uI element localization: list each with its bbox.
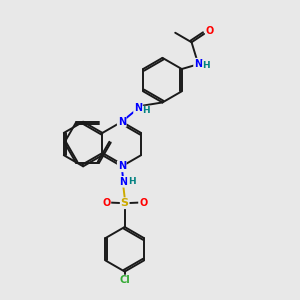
Text: N: N <box>118 117 126 127</box>
Text: N: N <box>194 59 202 69</box>
Text: H: H <box>128 177 135 186</box>
Text: S: S <box>121 198 129 208</box>
Text: Cl: Cl <box>119 275 130 286</box>
Text: N: N <box>134 103 142 113</box>
Text: O: O <box>206 26 214 36</box>
Text: O: O <box>102 198 110 208</box>
Text: H: H <box>202 61 210 70</box>
Text: N: N <box>119 177 127 187</box>
Text: H: H <box>142 106 150 115</box>
Text: O: O <box>139 198 147 208</box>
Text: N: N <box>118 161 126 171</box>
